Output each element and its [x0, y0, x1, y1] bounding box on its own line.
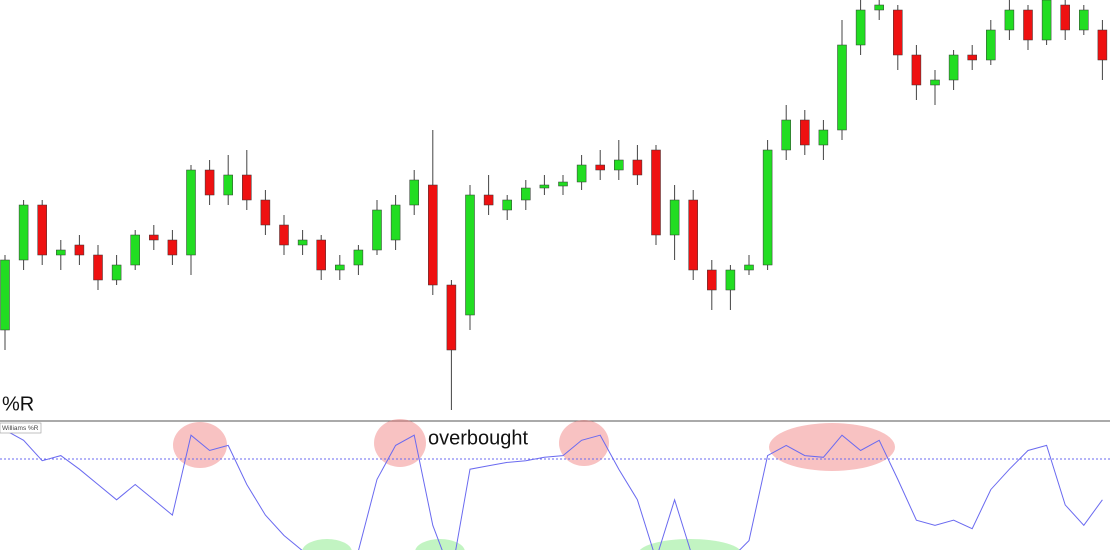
legend-box	[0, 422, 42, 434]
candle-body	[18, 204, 29, 261]
candle-body	[688, 199, 698, 271]
candle-body	[725, 269, 736, 291]
highlight	[559, 420, 609, 466]
candle-body	[837, 44, 847, 131]
candle-body	[800, 119, 810, 146]
candle-body	[874, 4, 884, 11]
candle-body	[167, 239, 178, 256]
candle-body	[186, 169, 196, 256]
candle-body	[1041, 0, 1052, 41]
candle-body	[149, 234, 159, 241]
candle-body	[1023, 9, 1033, 41]
price-panel	[0, 0, 1108, 410]
candle-body	[483, 194, 494, 206]
candle-body	[1060, 4, 1070, 31]
candle-body	[242, 174, 252, 201]
candle-body	[893, 9, 903, 56]
highlight	[639, 539, 741, 550]
candle-body	[502, 199, 512, 211]
candle-body	[614, 159, 624, 171]
candle-body	[0, 259, 10, 331]
candle-body	[576, 164, 587, 183]
candle-body	[316, 239, 326, 271]
candle-body	[781, 119, 791, 151]
legend-label: Williams %R	[2, 425, 39, 432]
candle-body	[669, 199, 680, 236]
candle-body	[260, 199, 271, 226]
candle-body	[539, 184, 550, 189]
candle-body	[558, 181, 568, 187]
candle-body	[948, 54, 959, 81]
candle-body	[93, 254, 103, 281]
candle-body	[521, 187, 531, 201]
candle-body	[762, 149, 773, 266]
highlight	[302, 539, 352, 550]
candle-body	[911, 54, 922, 86]
candle-body	[446, 284, 457, 351]
candle-body	[130, 234, 140, 266]
candle-body	[390, 204, 401, 241]
candle-body	[818, 129, 829, 146]
candle-body	[279, 224, 289, 246]
candle-body	[223, 174, 233, 196]
candle-body	[595, 164, 605, 171]
candle-body	[651, 149, 661, 236]
candle-body	[37, 204, 47, 256]
candle-body	[372, 209, 382, 251]
candle-body	[930, 79, 940, 86]
candle-body	[465, 194, 475, 316]
candle-body	[707, 269, 717, 291]
candle-body	[74, 244, 85, 256]
candle-body	[353, 249, 364, 266]
annotation: overbought	[428, 427, 529, 449]
indicator-line	[4, 429, 1103, 550]
candle-body	[335, 264, 345, 271]
candle-body	[428, 184, 438, 286]
candle-body	[297, 239, 308, 246]
candle-body	[111, 264, 122, 281]
candle-body	[409, 179, 419, 206]
candle-body	[744, 264, 754, 271]
indicator-panel	[0, 429, 1110, 550]
candle-body	[1004, 9, 1015, 31]
candle-body	[986, 29, 996, 61]
highlight	[173, 422, 227, 468]
candle-body	[1079, 9, 1089, 31]
candle-body	[967, 54, 977, 61]
candle-body	[1097, 29, 1108, 61]
candle-body	[56, 249, 66, 256]
candle-body	[204, 169, 215, 196]
candle-body	[855, 9, 866, 46]
indicator-title: %R	[2, 393, 34, 415]
candle-body	[632, 159, 643, 176]
